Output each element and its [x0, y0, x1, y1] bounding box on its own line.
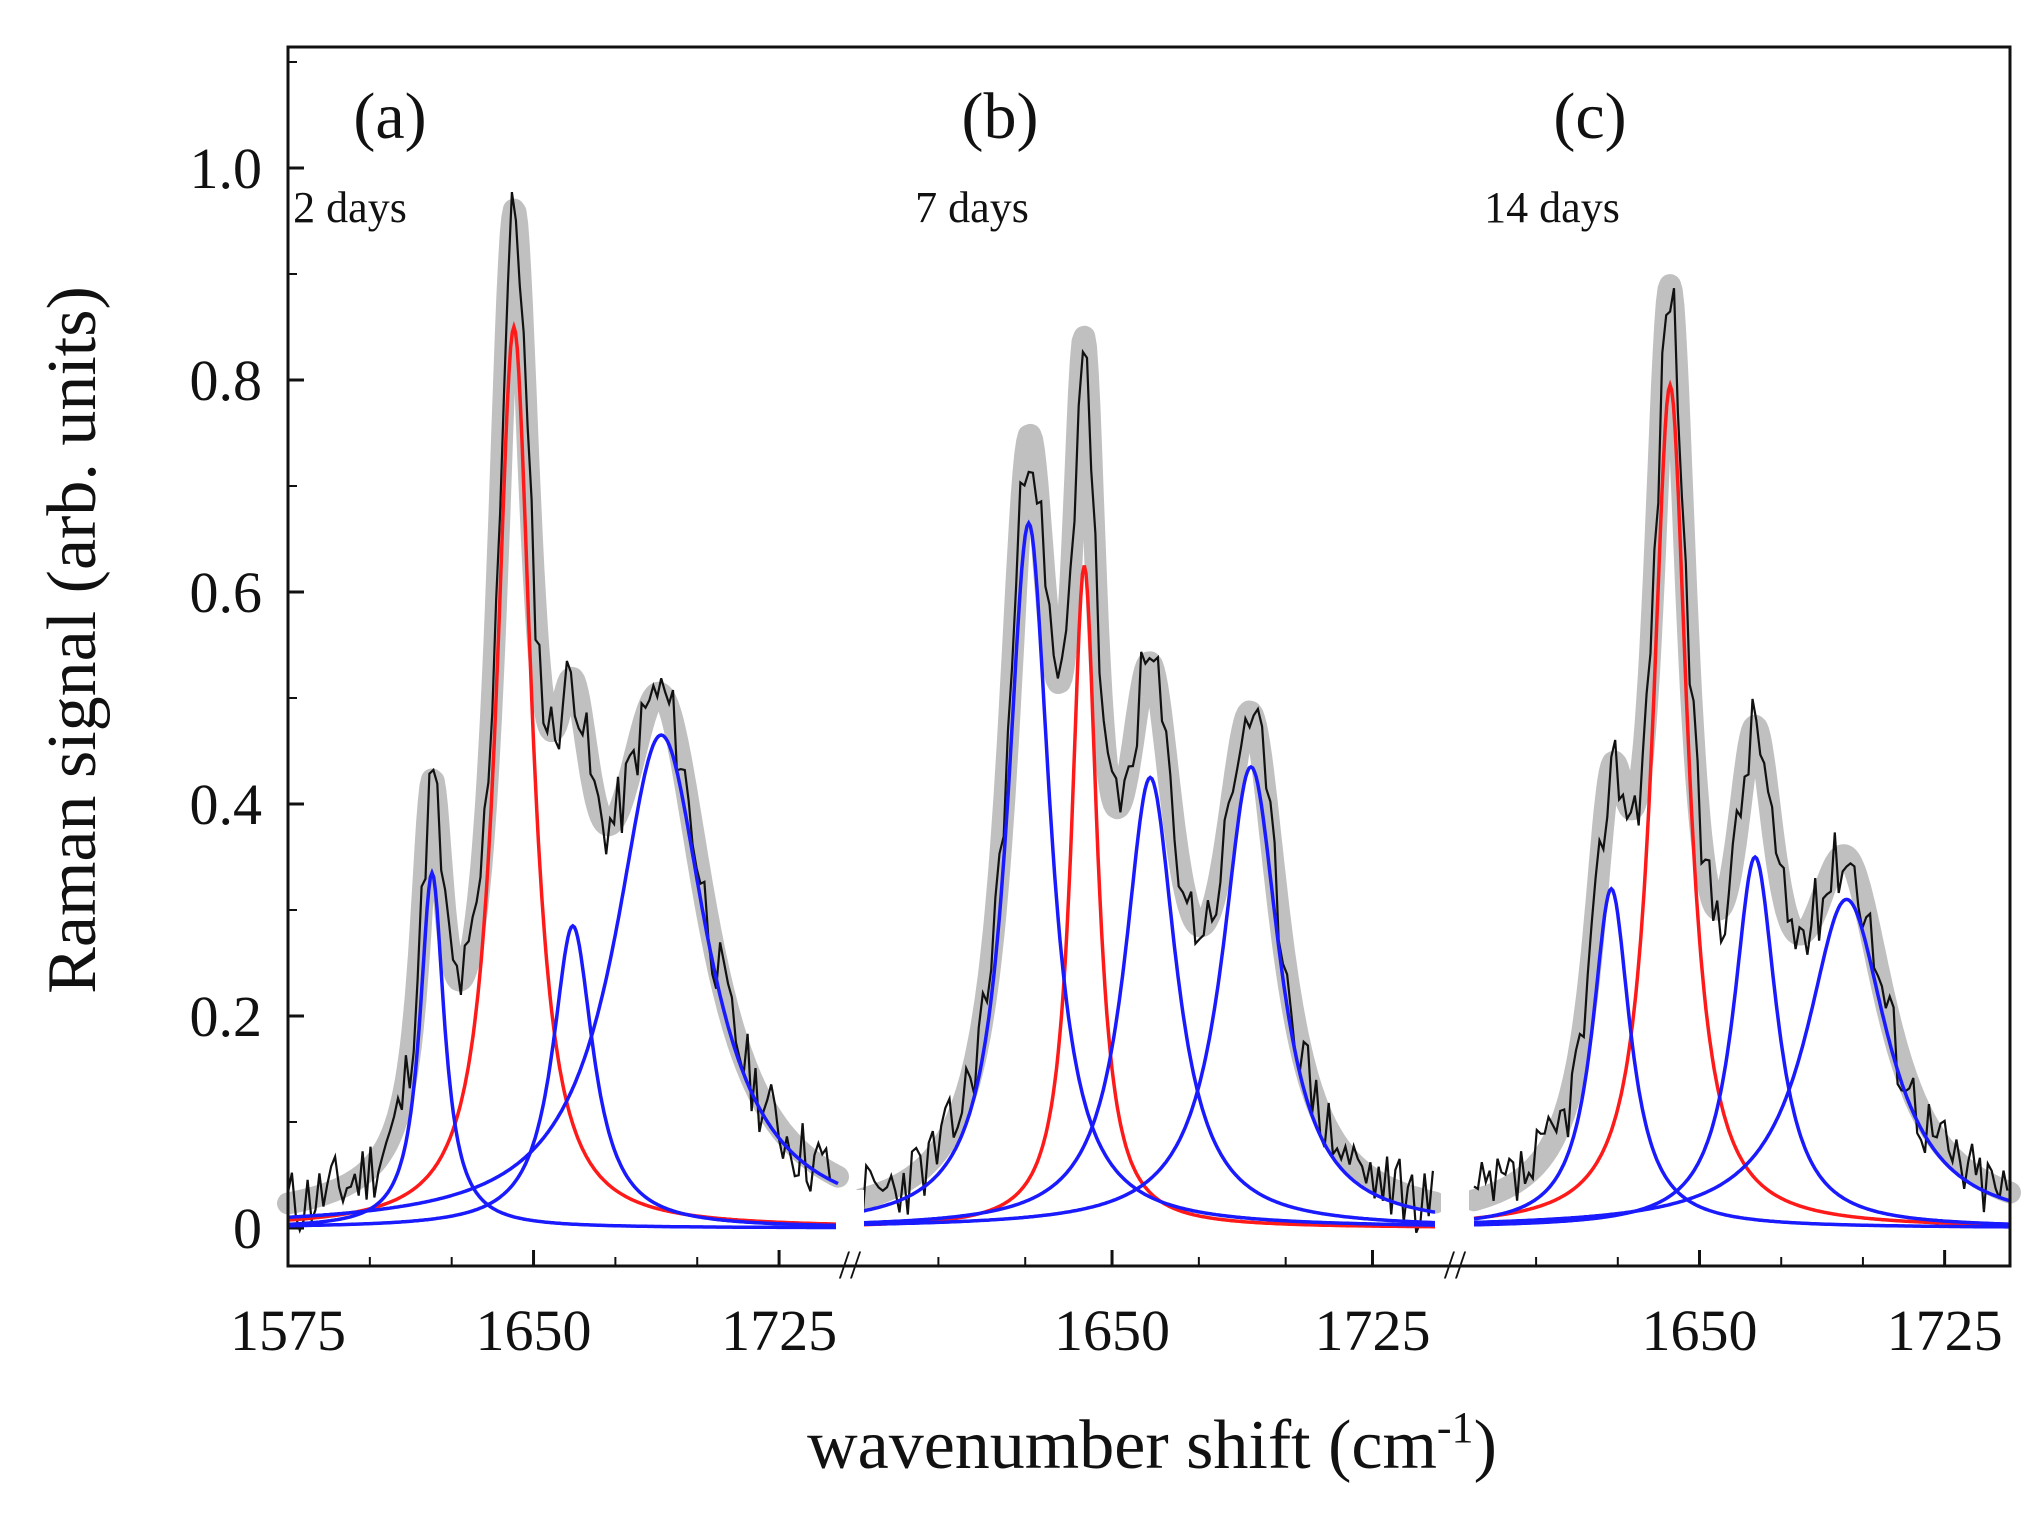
plot-frame: [286, 45, 2012, 1268]
panel-b: 1650 1725 (b) 7 days: [851, 80, 1446, 1363]
blue-component-curve: [287, 923, 838, 1228]
y-tick-label: 0: [233, 1196, 262, 1261]
blue-component-curve: [861, 764, 1436, 1227]
y-axis-title: Raman signal (arb. units): [34, 286, 111, 994]
measured-spectrum: [1473, 288, 2009, 1213]
blue-component-curve: [287, 868, 838, 1230]
x-axis-title: wavenumber shift (cm-1): [807, 1403, 1497, 1484]
x-axis-title-main: wavenumber shift (cm: [807, 1407, 1437, 1484]
x-tick-label: 1725: [1887, 1298, 2003, 1363]
x-tick-label: 1650: [1054, 1298, 1170, 1363]
y-tick-label: 0.2: [190, 984, 263, 1049]
y-tick-label: 0.4: [190, 772, 263, 837]
panel-label: (a): [353, 80, 426, 153]
blue-component-curve: [287, 733, 839, 1220]
panel-a: 1575 1650 1725 (a) 2 days: [230, 80, 849, 1363]
y-tick-label: 1.0: [190, 136, 263, 201]
blue-component-curve: [1473, 886, 2010, 1229]
panel-c: 1650 1725 (c) 14 days: [1463, 80, 2021, 1363]
blue-component-curve: [861, 775, 1435, 1225]
x-axis-title-superscript: -1: [1437, 1403, 1474, 1452]
measured-spectrum: [860, 348, 1434, 1234]
y-tick-label: 0.8: [190, 348, 263, 413]
x-tick-label: 1725: [1314, 1298, 1430, 1363]
blue-component-curve: [1474, 897, 2011, 1225]
panel-note: 14 days: [1484, 183, 1620, 232]
blue-component-curve: [1474, 854, 2010, 1227]
panel-note: 7 days: [915, 183, 1029, 232]
x-tick-label: 1650: [476, 1298, 592, 1363]
total-fit-curve: [1463, 274, 2021, 1212]
x-axis-title-tail: ): [1474, 1407, 1497, 1484]
x-tick-label: 1575: [230, 1298, 346, 1363]
x-tick-label: 1725: [721, 1298, 837, 1363]
red-component-curve: [1473, 379, 2010, 1227]
panel-label: (b): [962, 80, 1039, 153]
total-fit-curve: [851, 325, 1446, 1214]
x-tick-label: 1650: [1642, 1298, 1758, 1363]
panel-label: (c): [1553, 80, 1626, 153]
y-tick-label: 0.6: [190, 560, 263, 625]
blue-component-curve: [861, 519, 1435, 1227]
panel-note: 2 days: [293, 183, 407, 232]
